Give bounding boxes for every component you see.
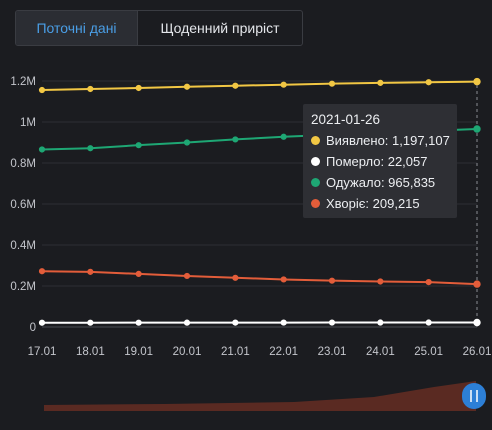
chart-tooltip: 2021-01-26 Виявлено: 1,197,107 Померло: …	[303, 104, 457, 218]
x-tick-label: 21.01	[221, 346, 250, 358]
series-line	[41, 270, 478, 286]
recovered-legend-dot	[311, 178, 320, 187]
data-point[interactable]	[87, 85, 94, 93]
data-point[interactable]	[328, 277, 336, 284]
data-point[interactable]	[183, 319, 191, 326]
x-tick-label: 18.01	[76, 346, 105, 358]
zoom-range-area	[44, 381, 476, 411]
data-point[interactable]	[473, 125, 481, 133]
data-point[interactable]	[280, 133, 287, 140]
data-point[interactable]	[425, 79, 432, 86]
x-tick-label: 22.01	[269, 346, 298, 358]
x-tick-label: 20.01	[173, 346, 202, 358]
data-point[interactable]	[328, 319, 336, 326]
data-point[interactable]	[473, 318, 481, 327]
data-point[interactable]	[87, 268, 94, 275]
y-tick-label: 0.4M	[10, 240, 36, 252]
x-tick-label: 25.01	[414, 346, 443, 358]
tooltip-date: 2021-01-26	[311, 112, 381, 127]
data-point[interactable]	[232, 319, 239, 326]
active-legend-dot	[311, 199, 320, 208]
tooltip-active-text: Хворіє: 209,215	[326, 196, 420, 211]
confirmed-legend-dot	[311, 136, 320, 145]
data-point[interactable]	[377, 79, 384, 86]
x-tick-label: 19.01	[124, 346, 153, 358]
y-tick-label: 1.2M	[10, 76, 36, 88]
data-point[interactable]	[280, 276, 287, 283]
data-point[interactable]	[135, 319, 142, 326]
data-point[interactable]	[473, 77, 481, 86]
zoom-handle[interactable]	[462, 383, 486, 409]
data-point[interactable]	[328, 80, 336, 87]
tooltip-confirmed-text: Виявлено: 1,197,107	[326, 133, 450, 148]
y-tick-label: 1M	[20, 117, 36, 129]
data-point[interactable]	[38, 86, 46, 94]
tab-daily-growth[interactable]: Щоденний приріст	[160, 20, 280, 36]
y-tick-label: 0	[30, 322, 36, 334]
tooltip-row-confirmed: Виявлено: 1,197,107	[311, 130, 450, 151]
data-point[interactable]	[232, 136, 239, 143]
series-line	[41, 80, 478, 92]
data-point[interactable]	[183, 272, 191, 280]
tooltip-recovered-text: Одужало: 965,835	[326, 175, 436, 190]
view-tabs: Поточні дані Щоденний приріст	[15, 10, 303, 46]
data-point[interactable]	[38, 268, 46, 275]
x-tick-label: 17.01	[28, 346, 57, 358]
data-point[interactable]	[38, 319, 46, 326]
data-point[interactable]	[377, 278, 384, 285]
x-tick-label: 26.01	[463, 346, 492, 358]
x-tick-label: 24.01	[366, 346, 395, 358]
data-point[interactable]	[183, 139, 191, 146]
deaths-legend-dot	[311, 157, 320, 166]
y-tick-label: 0.2M	[10, 281, 36, 293]
data-point[interactable]	[232, 274, 239, 281]
y-tick-label: 0.6M	[10, 199, 36, 211]
data-point[interactable]	[377, 319, 384, 326]
data-point[interactable]	[135, 270, 142, 278]
data-point[interactable]	[280, 81, 287, 88]
data-point[interactable]	[87, 145, 94, 152]
tooltip-row-recovered: Одужало: 965,835	[311, 172, 449, 193]
data-point[interactable]	[425, 279, 432, 286]
data-point[interactable]	[425, 319, 432, 326]
x-tick-label: 23.01	[318, 346, 347, 358]
data-point[interactable]	[473, 280, 481, 288]
y-tick-label: 0.8M	[10, 158, 36, 170]
tooltip-row-active: Хворіє: 209,215	[311, 193, 449, 214]
data-point[interactable]	[87, 319, 94, 326]
data-point[interactable]	[280, 319, 287, 326]
tooltip-row-deaths: Померло: 22,057	[311, 151, 449, 172]
data-point[interactable]	[232, 82, 239, 89]
tooltip-deaths-text: Померло: 22,057	[326, 154, 428, 169]
data-point[interactable]	[135, 84, 142, 92]
data-point[interactable]	[38, 146, 46, 153]
data-point[interactable]	[135, 142, 142, 149]
tab-current-data[interactable]: Поточні дані	[16, 11, 138, 45]
data-point[interactable]	[183, 83, 191, 90]
